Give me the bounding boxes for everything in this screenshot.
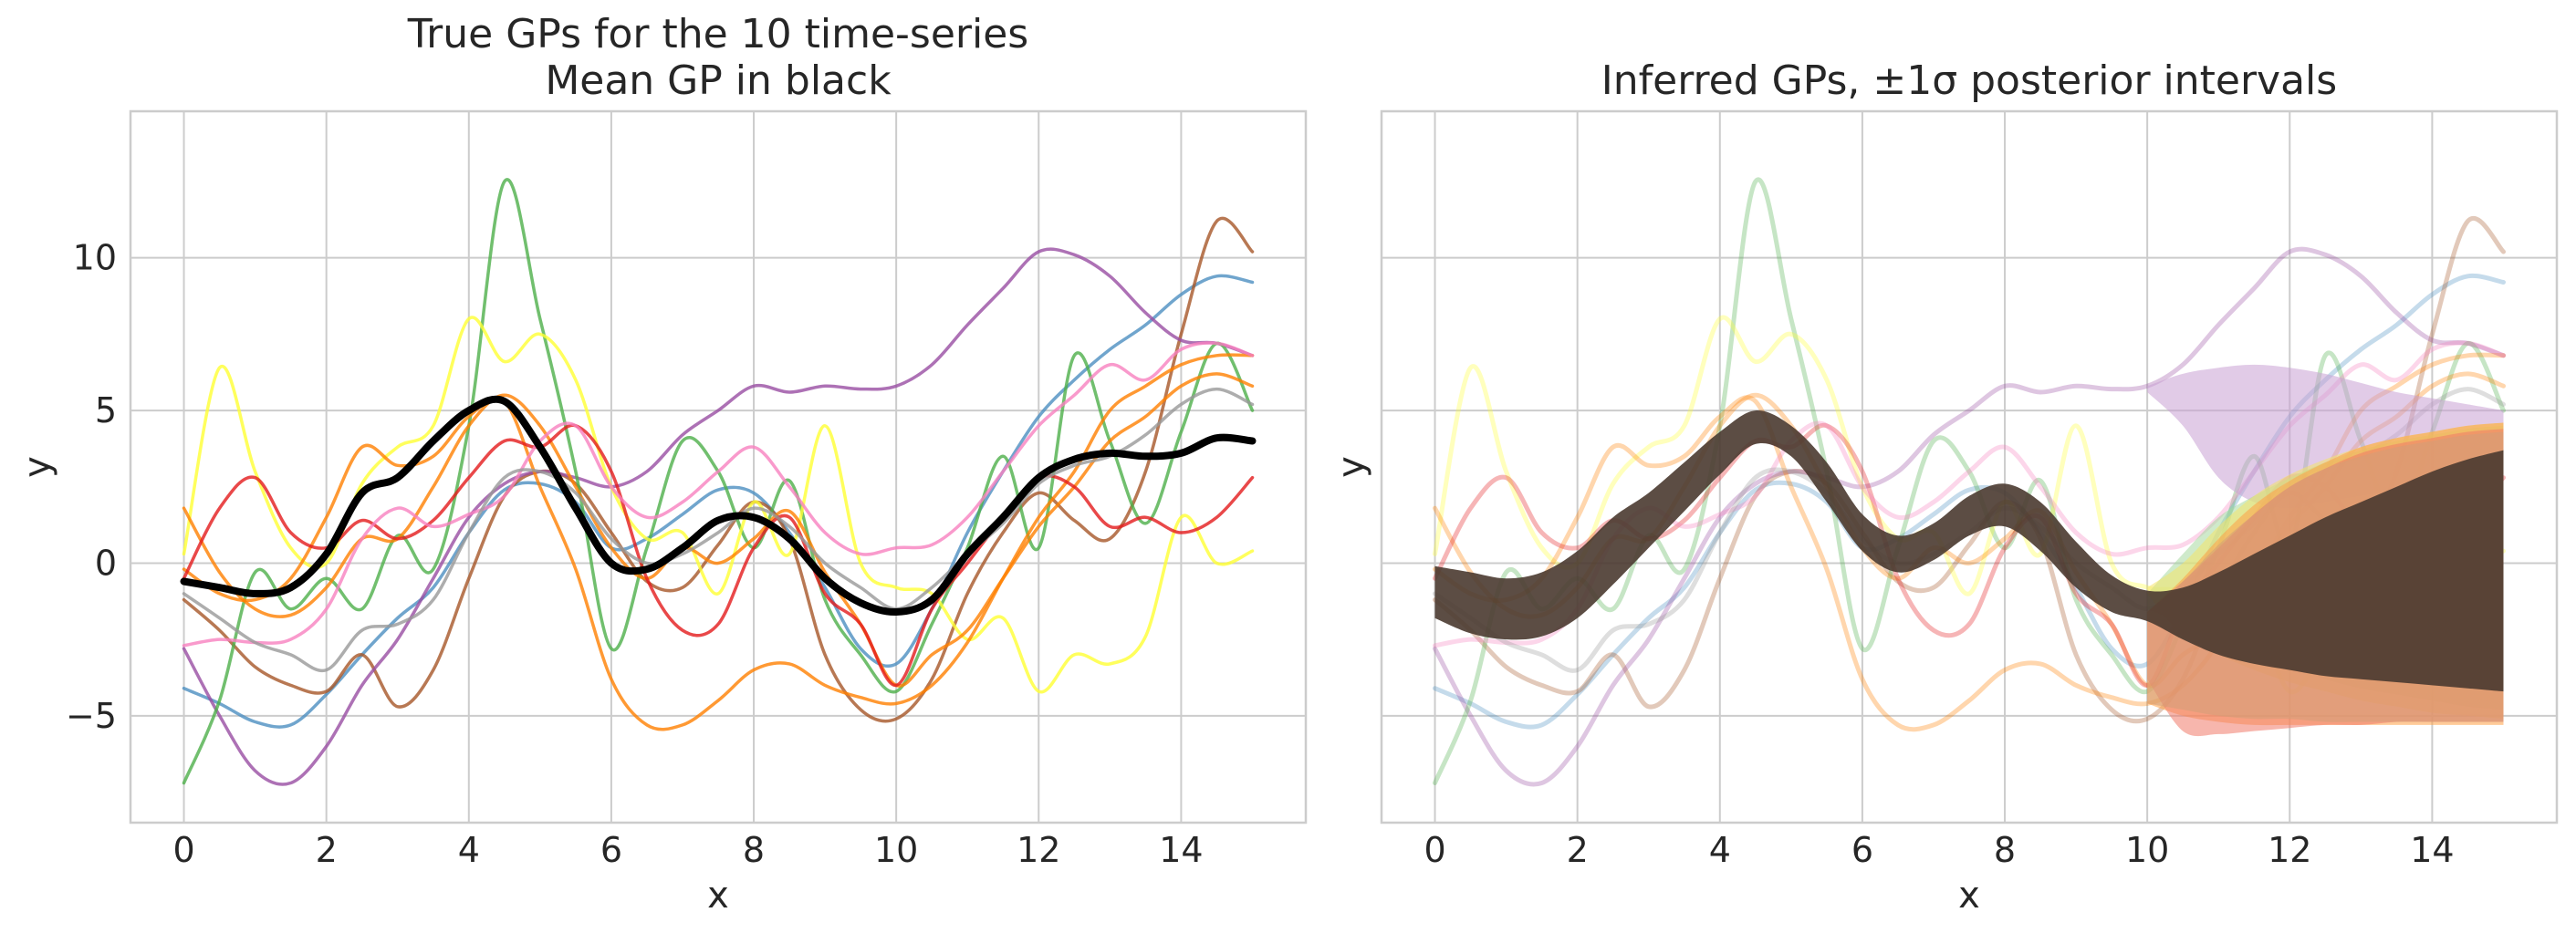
right-y-axis-label: y [1330, 456, 1372, 478]
x-tick-label: 2 [316, 830, 338, 870]
left-subtitle: Mean GP in black [545, 57, 892, 104]
x-tick-label: 10 [2125, 830, 2169, 870]
x-tick-label: 4 [1709, 830, 1731, 870]
right-x-axis-label: x [1958, 875, 1980, 917]
left-x-axis-label: x [707, 875, 729, 917]
x-tick-label: 10 [874, 830, 918, 870]
left-y-tick-labels: −5 0 5 10 [66, 238, 117, 736]
right-axes-frame [1380, 109, 2559, 824]
series-line [182, 247, 1255, 786]
series-line [182, 423, 1255, 688]
series-line [182, 387, 1255, 673]
series-line [182, 178, 1255, 785]
left-title: True GPs for the 10 time-series [407, 11, 1028, 57]
right-posterior-bands [1434, 364, 2504, 737]
panel-inferred-gps: Inferred GPs, ±1σ posterior intervals 0 2… [1330, 57, 2559, 917]
left-series-lines [180, 178, 1257, 786]
x-tick-label: 8 [1994, 830, 2016, 870]
x-tick-label: 6 [600, 830, 622, 870]
x-tick-label: 14 [2410, 830, 2454, 870]
x-tick-label: 0 [172, 830, 194, 870]
y-tick-label: −5 [66, 696, 117, 736]
right-title: Inferred GPs, ±1σ posterior intervals [1601, 57, 2337, 104]
series-line [182, 341, 1255, 648]
x-tick-label: 0 [1424, 830, 1445, 870]
panel-true-gps: True GPs for the 10 time-series Mean GP … [16, 11, 1308, 917]
x-tick-label: 4 [458, 830, 480, 870]
x-tick-label: 8 [743, 830, 765, 870]
series-line [182, 353, 1255, 731]
mean-gp-line [180, 395, 1257, 617]
x-tick-label: 2 [1567, 830, 1589, 870]
faint-series-line [1433, 246, 2506, 787]
y-tick-label: 10 [73, 238, 117, 278]
y-tick-label: 0 [95, 543, 117, 583]
left-axes-frame [129, 109, 1308, 824]
x-tick-label: 14 [1159, 830, 1203, 870]
right-x-tick-labels: 0 2 4 6 8 10 12 14 [1424, 830, 2454, 870]
y-tick-label: 5 [95, 390, 117, 430]
x-tick-label: 6 [1851, 830, 1873, 870]
mean-band [1434, 410, 2504, 692]
x-tick-label: 12 [2268, 830, 2311, 870]
left-x-tick-labels: 0 2 4 6 8 10 12 14 [172, 830, 1203, 870]
x-tick-label: 12 [1017, 830, 1060, 870]
left-y-axis-label: y [16, 456, 58, 478]
